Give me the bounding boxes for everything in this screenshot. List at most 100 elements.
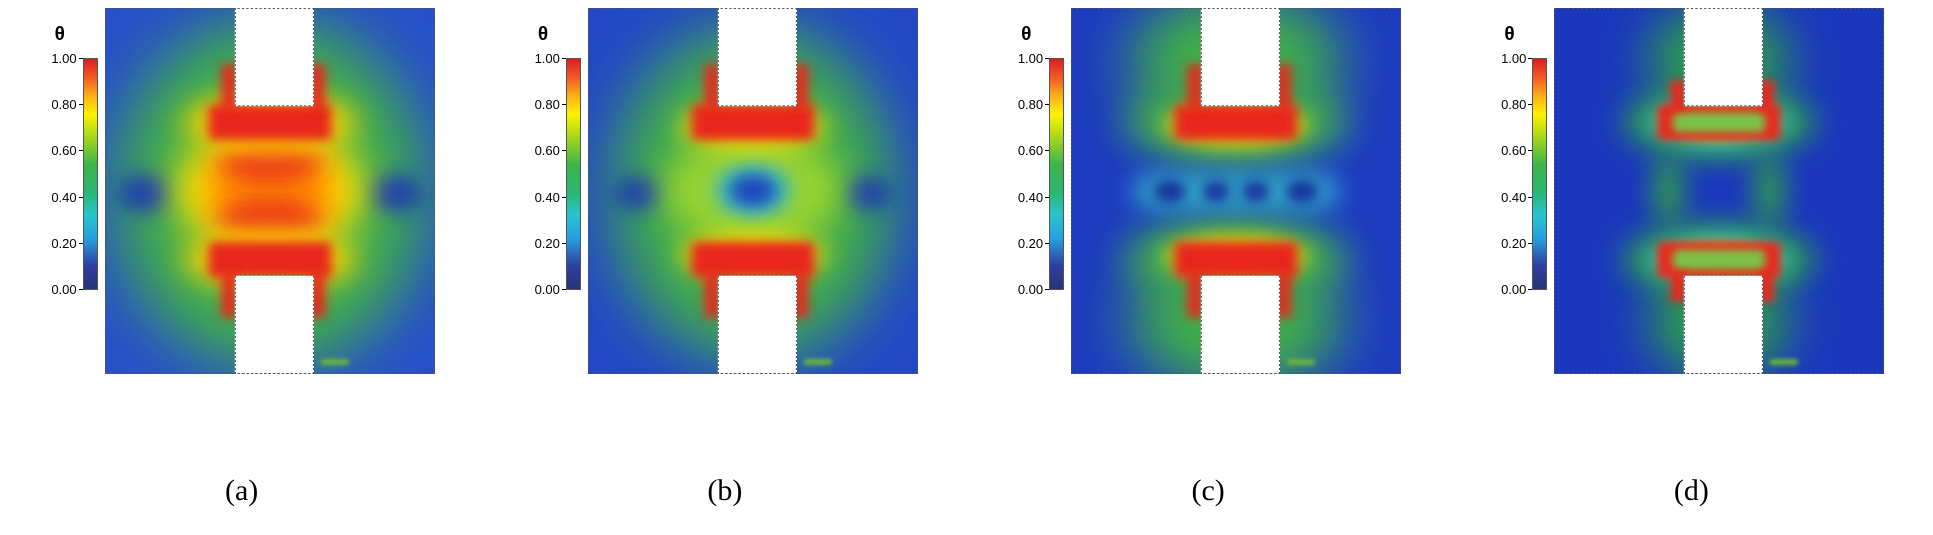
colorbar-tick-label: 0.40 bbox=[1501, 189, 1527, 205]
slot-border bbox=[234, 274, 314, 374]
colorbar-tick-mark bbox=[1528, 196, 1533, 198]
domain-slot bbox=[234, 275, 314, 374]
contour-plot-c bbox=[1071, 8, 1402, 374]
colorbar-tick-mark bbox=[561, 103, 566, 105]
colorbar-ticks: 1.00 0.80 0.60 0.40 0.20 0.00 bbox=[49, 51, 83, 297]
colorbar-tick-mark bbox=[1045, 289, 1050, 291]
domain-slot bbox=[1684, 275, 1764, 374]
slot-border bbox=[1684, 8, 1764, 107]
colorbar-a: θ 1.00 0.80 0.60 0.40 0.20 0.00 bbox=[49, 8, 98, 297]
colorbar-tick-label: 0.80 bbox=[51, 96, 77, 112]
colorbar-d: θ 1.00 0.80 0.60 0.40 0.20 0.00 bbox=[1498, 8, 1548, 297]
domain-slot bbox=[1200, 8, 1281, 107]
panel-a: θ 1.00 0.80 0.60 0.40 0.20 0.00 (a) bbox=[0, 0, 483, 535]
colorbar-gradient bbox=[1049, 58, 1065, 290]
colorbar-tick-mark bbox=[561, 289, 566, 291]
colorbar-tick-mark bbox=[1528, 57, 1533, 59]
colorbar-tick-mark bbox=[1045, 196, 1050, 198]
colorbar-tick-label: 0.20 bbox=[534, 236, 560, 252]
colorbar-tick-mark bbox=[78, 289, 83, 291]
panel-caption-a: (a) bbox=[224, 474, 259, 507]
colorbar-tick-mark bbox=[1045, 57, 1050, 59]
colorbar-tick-mark bbox=[78, 196, 83, 198]
colorbar-tick-mark bbox=[78, 103, 83, 105]
panel-d-body: θ 1.00 0.80 0.60 0.40 0.20 0.00 bbox=[1498, 8, 1885, 374]
colorbar-title: θ bbox=[1021, 24, 1032, 45]
colorbar-body: 1.00 0.80 0.60 0.40 0.20 0.00 bbox=[532, 51, 581, 297]
contour-field bbox=[587, 8, 918, 374]
colorbar-tick-label: 0.60 bbox=[534, 143, 560, 159]
contour-plot-b bbox=[587, 8, 918, 374]
contour-field bbox=[1071, 8, 1402, 374]
colorbar-tick-label: 0.00 bbox=[1501, 282, 1527, 298]
colorbar-tick-label: 1.00 bbox=[1017, 50, 1044, 66]
colorbar-tick-mark bbox=[78, 150, 83, 152]
colorbar-tick-label: 0.20 bbox=[1017, 236, 1044, 252]
colorbar-ticks: 1.00 0.80 0.60 0.40 0.20 0.00 bbox=[1498, 51, 1533, 297]
colorbar-b: θ 1.00 0.80 0.60 0.40 0.20 0.00 bbox=[532, 8, 581, 297]
colorbar-tick-label: 0.00 bbox=[1017, 282, 1044, 298]
colorbar-tick-label: 0.00 bbox=[534, 282, 560, 298]
colorbar-tick-mark bbox=[78, 243, 83, 245]
slot-border bbox=[234, 8, 314, 107]
colorbar-tick-label: 0.80 bbox=[1501, 96, 1527, 112]
colorbar-tick-label: 0.80 bbox=[1017, 96, 1044, 112]
panel-caption-c: (c) bbox=[1191, 474, 1225, 507]
colorbar-body: 1.00 0.80 0.60 0.40 0.20 0.00 bbox=[1498, 51, 1548, 297]
domain-slot bbox=[717, 8, 797, 107]
panel-a-body: θ 1.00 0.80 0.60 0.40 0.20 0.00 bbox=[49, 8, 435, 374]
domain-slot bbox=[234, 8, 314, 107]
colorbar-gradient bbox=[1532, 58, 1548, 290]
colorbar-tick-label: 0.60 bbox=[51, 143, 77, 159]
colorbar-tick-mark bbox=[1045, 243, 1050, 245]
colorbar-tick-label: 0.40 bbox=[1017, 189, 1044, 205]
colorbar-tick-mark bbox=[1045, 150, 1050, 152]
colorbar-tick-label: 0.20 bbox=[1501, 236, 1527, 252]
colorbar-tick-label: 0.40 bbox=[534, 189, 560, 205]
colorbar-tick-label: 1.00 bbox=[534, 50, 560, 66]
colorbar-title: θ bbox=[1504, 24, 1515, 45]
colorbar-tick-mark bbox=[561, 150, 566, 152]
colorbar-tick-mark bbox=[1528, 289, 1533, 291]
domain-slot bbox=[1684, 8, 1764, 107]
domain-slot bbox=[717, 275, 797, 374]
slot-border bbox=[717, 274, 797, 374]
slot-border bbox=[717, 8, 797, 107]
colorbar-tick-label: 0.20 bbox=[51, 236, 77, 252]
slot-border bbox=[1684, 274, 1764, 374]
colorbar-c: θ 1.00 0.80 0.60 0.40 0.20 0.00 bbox=[1015, 8, 1065, 297]
colorbar-ticks: 1.00 0.80 0.60 0.40 0.20 0.00 bbox=[1015, 51, 1050, 297]
colorbar-tick-mark bbox=[78, 57, 83, 59]
colorbar-ticks: 1.00 0.80 0.60 0.40 0.20 0.00 bbox=[532, 51, 566, 297]
colorbar-tick-mark bbox=[561, 243, 566, 245]
colorbar-tick-label: 0.40 bbox=[51, 189, 77, 205]
panel-b-body: θ 1.00 0.80 0.60 0.40 0.20 0.00 bbox=[532, 8, 918, 374]
panel-b: θ 1.00 0.80 0.60 0.40 0.20 0.00 (b) bbox=[483, 0, 966, 535]
slot-border bbox=[1200, 8, 1281, 107]
colorbar-tick-mark bbox=[561, 196, 566, 198]
colorbar-body: 1.00 0.80 0.60 0.40 0.20 0.00 bbox=[49, 51, 98, 297]
colorbar-tick-label: 0.60 bbox=[1501, 143, 1527, 159]
panel-caption-d: (d) bbox=[1673, 474, 1709, 507]
colorbar-tick-mark bbox=[1045, 103, 1050, 105]
domain-slot bbox=[1200, 275, 1281, 374]
contour-field bbox=[1554, 8, 1885, 374]
colorbar-tick-mark bbox=[1528, 150, 1533, 152]
colorbar-tick-mark bbox=[1528, 243, 1533, 245]
slot-border bbox=[1200, 274, 1281, 374]
contour-field bbox=[104, 8, 435, 374]
colorbar-tick-label: 0.00 bbox=[51, 282, 77, 298]
panel-caption-b: (b) bbox=[707, 474, 743, 507]
colorbar-tick-label: 0.60 bbox=[1017, 143, 1044, 159]
colorbar-title: θ bbox=[54, 24, 65, 45]
colorbar-tick-label: 1.00 bbox=[51, 50, 77, 66]
colorbar-gradient bbox=[565, 58, 581, 290]
colorbar-tick-label: 0.80 bbox=[534, 96, 560, 112]
colorbar-tick-mark bbox=[1528, 103, 1533, 105]
colorbar-gradient bbox=[82, 58, 98, 290]
panel-c: θ 1.00 0.80 0.60 0.40 0.20 0.00 (c) bbox=[967, 0, 1450, 535]
colorbar-tick-mark bbox=[561, 57, 566, 59]
panel-c-body: θ 1.00 0.80 0.60 0.40 0.20 0.00 bbox=[1015, 8, 1402, 374]
panel-d: θ 1.00 0.80 0.60 0.40 0.20 0.00 (d) bbox=[1450, 0, 1933, 535]
